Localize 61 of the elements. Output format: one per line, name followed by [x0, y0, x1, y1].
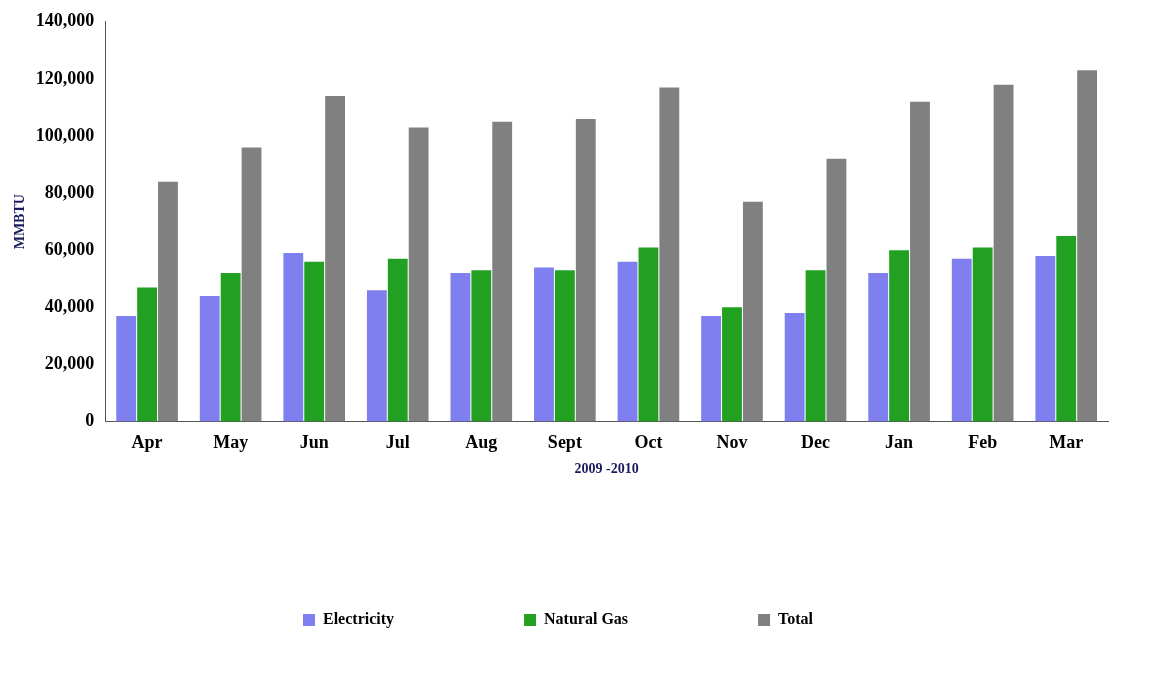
bar: [450, 273, 471, 422]
bar: [241, 147, 262, 422]
bar: [889, 250, 910, 422]
bar: [492, 121, 513, 422]
y-tick-label: 20,000: [44, 353, 95, 374]
bar: [951, 258, 972, 422]
bar: [554, 270, 575, 422]
bar: [1035, 255, 1056, 422]
bar: [701, 315, 722, 422]
bar: [826, 158, 847, 422]
bar: [617, 261, 638, 422]
bar: [784, 313, 805, 422]
legend-label: Electricity: [322, 610, 395, 629]
legend-label: Natural Gas: [544, 610, 629, 628]
bar: [366, 290, 387, 422]
x-tick-label: Jun: [299, 432, 329, 453]
bar: [158, 181, 178, 422]
bar: [199, 295, 220, 422]
bar: [659, 87, 680, 422]
x-tick-label: Feb: [968, 432, 998, 453]
x-tick-label: Aug: [465, 432, 498, 453]
bar: [742, 201, 763, 422]
x-tick-label: Oct: [634, 432, 663, 453]
bar: [1056, 235, 1077, 422]
x-tick-label: Sept: [547, 432, 582, 453]
bar: [993, 84, 1014, 422]
bar: [137, 287, 157, 422]
bar: [638, 247, 659, 422]
x-tick-label: Nov: [716, 432, 748, 453]
y-tick-label: 0: [85, 410, 95, 431]
bar: [722, 307, 742, 422]
bar: [304, 261, 325, 422]
x-tick-label: Dec: [801, 432, 831, 453]
bar: [408, 127, 429, 422]
x-tick-label: Apr: [131, 432, 163, 453]
y-tick-label: 40,000: [44, 296, 95, 317]
bar: [116, 315, 137, 422]
y-axis-title: MMBTU: [12, 194, 28, 250]
x-tick-label: Jan: [885, 432, 914, 453]
bar: [325, 96, 346, 422]
bar: [534, 267, 554, 422]
y-tick-label: 80,000: [44, 181, 95, 202]
bar: [910, 101, 930, 422]
bar: [972, 247, 993, 422]
bar: [471, 270, 492, 422]
x-tick-label: Jul: [385, 432, 410, 453]
y-tick-label: 120,000: [35, 67, 95, 88]
x-axis-title: 2009 -2010: [574, 461, 639, 477]
bar: [220, 273, 241, 422]
bar: [805, 270, 826, 422]
bar: [868, 273, 889, 422]
bar: [387, 258, 408, 422]
bar: [575, 118, 596, 422]
y-tick-label: 100,000: [35, 124, 95, 145]
y-tick-label: 140,000: [35, 10, 95, 31]
y-tick-label: 60,000: [44, 238, 95, 259]
bar: [283, 253, 304, 422]
x-tick-label: May: [213, 432, 249, 453]
x-tick-label: Mar: [1049, 432, 1084, 453]
legend-label: Total: [778, 610, 814, 628]
bar: [1077, 70, 1098, 422]
